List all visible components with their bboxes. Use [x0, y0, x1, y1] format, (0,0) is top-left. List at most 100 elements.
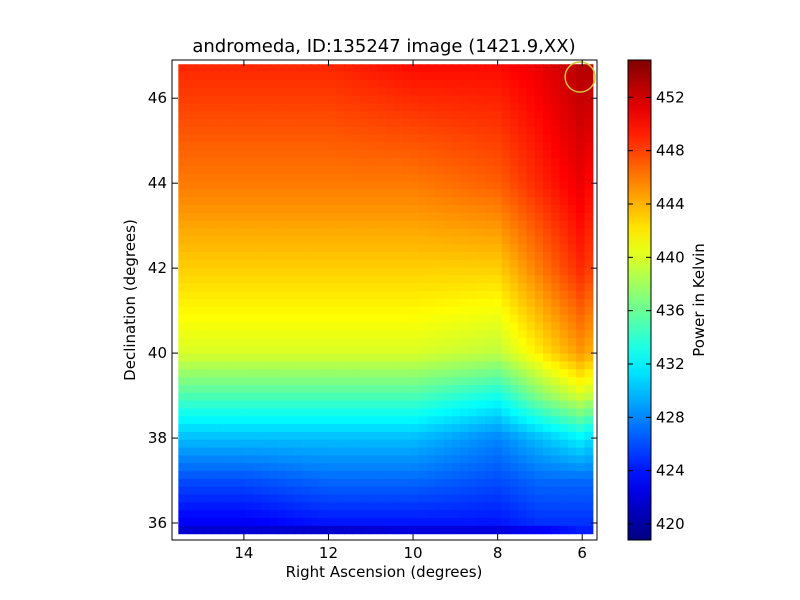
heatmap-cell [435, 408, 445, 417]
heatmap-cell [261, 87, 271, 97]
heatmap-cell [435, 165, 445, 175]
heatmap-cell [451, 79, 461, 89]
heatmap-cell [368, 486, 378, 496]
heatmap-cell [252, 416, 262, 425]
heatmap-cell [211, 431, 221, 441]
heatmap-cell [509, 478, 519, 488]
heatmap-cell [584, 517, 594, 527]
heatmap-cell [244, 384, 254, 394]
heatmap-cell [584, 267, 594, 277]
heatmap-cell [211, 314, 221, 323]
heatmap-cell [435, 87, 445, 97]
heatmap-cell [410, 236, 420, 245]
heatmap-cell [219, 205, 229, 214]
heatmap-cell [402, 424, 412, 433]
heatmap-cell [319, 79, 329, 89]
heatmap-cell [468, 267, 478, 277]
heatmap-cell [352, 353, 362, 363]
heatmap-cell [294, 439, 304, 449]
heatmap-cell [559, 64, 569, 73]
heatmap-cell [559, 173, 569, 183]
heatmap-cell [576, 220, 586, 230]
heatmap-cell [410, 267, 420, 277]
heatmap-cell [244, 103, 254, 112]
heatmap-cell [410, 517, 420, 527]
heatmap-cell [518, 103, 528, 112]
heatmap-cell [194, 353, 204, 363]
heatmap-cell [194, 330, 204, 339]
heatmap-cell [584, 455, 594, 464]
heatmap-cell [310, 345, 320, 355]
heatmap-cell [360, 392, 370, 402]
heatmap-cell [468, 298, 478, 308]
heatmap-cell [286, 431, 295, 441]
heatmap-cell [559, 478, 569, 488]
heatmap-cell [203, 314, 213, 323]
y-tick-label: 36 [148, 514, 167, 532]
heatmap-cell [584, 306, 594, 316]
heatmap-cell [252, 119, 262, 128]
heatmap-cell [294, 228, 304, 237]
heatmap-cell [435, 212, 445, 222]
heatmap-cell [410, 306, 420, 316]
heatmap-cell [410, 463, 420, 472]
heatmap-cell [344, 283, 353, 292]
heatmap-cell [319, 408, 329, 417]
heatmap-cell [385, 439, 395, 449]
heatmap-cell [393, 205, 403, 214]
heatmap-cell [335, 103, 345, 112]
heatmap-cell [468, 384, 478, 394]
heatmap-cell [269, 424, 279, 433]
heatmap-cell [518, 95, 528, 104]
heatmap-cell [302, 463, 312, 472]
heatmap-cell [485, 283, 494, 292]
heatmap-cell [534, 111, 544, 120]
heatmap-cell [178, 103, 188, 112]
heatmap-cell [460, 79, 470, 89]
heatmap-cell [393, 525, 403, 535]
heatmap-cell [584, 275, 594, 284]
heatmap-cell [476, 150, 486, 159]
heatmap-cell [476, 330, 486, 339]
heatmap-cell [352, 79, 362, 89]
heatmap-cell [476, 79, 486, 89]
heatmap-cell [534, 361, 544, 370]
heatmap-cell [427, 431, 436, 441]
heatmap-cell [567, 72, 577, 81]
heatmap-cell [509, 494, 519, 503]
heatmap-cell [543, 463, 552, 472]
heatmap-cell [310, 119, 320, 128]
heatmap-cell [203, 525, 213, 535]
heatmap-cell [244, 275, 254, 284]
heatmap-cell [252, 189, 262, 198]
heatmap-cell [559, 384, 569, 394]
heatmap-cell [451, 220, 461, 230]
heatmap-cell [402, 244, 412, 253]
heatmap-cell [178, 478, 188, 488]
heatmap-cell [509, 353, 519, 363]
heatmap-cell [277, 259, 287, 269]
heatmap-cell [269, 111, 279, 120]
heatmap-cell [584, 525, 594, 535]
heatmap-cell [559, 236, 569, 245]
heatmap-cell [344, 384, 353, 394]
heatmap-cell [435, 345, 445, 355]
heatmap-cell [244, 353, 254, 363]
heatmap-cell [261, 283, 271, 292]
heatmap-cell [584, 95, 594, 104]
heatmap-cell [476, 416, 486, 425]
heatmap-cell [509, 525, 519, 535]
heatmap-cell [310, 283, 320, 292]
heatmap-cell [584, 142, 594, 151]
heatmap-cell [211, 392, 221, 402]
heatmap-cell [269, 291, 279, 300]
heatmap-cell [360, 424, 370, 433]
heatmap-cell [476, 306, 486, 316]
heatmap-cell [418, 197, 428, 206]
heatmap-cell [219, 447, 229, 456]
heatmap-cell [286, 134, 295, 144]
heatmap-cell [244, 119, 254, 128]
heatmap-cell [228, 431, 237, 441]
heatmap-cell [526, 361, 536, 370]
heatmap-cell [476, 103, 486, 112]
